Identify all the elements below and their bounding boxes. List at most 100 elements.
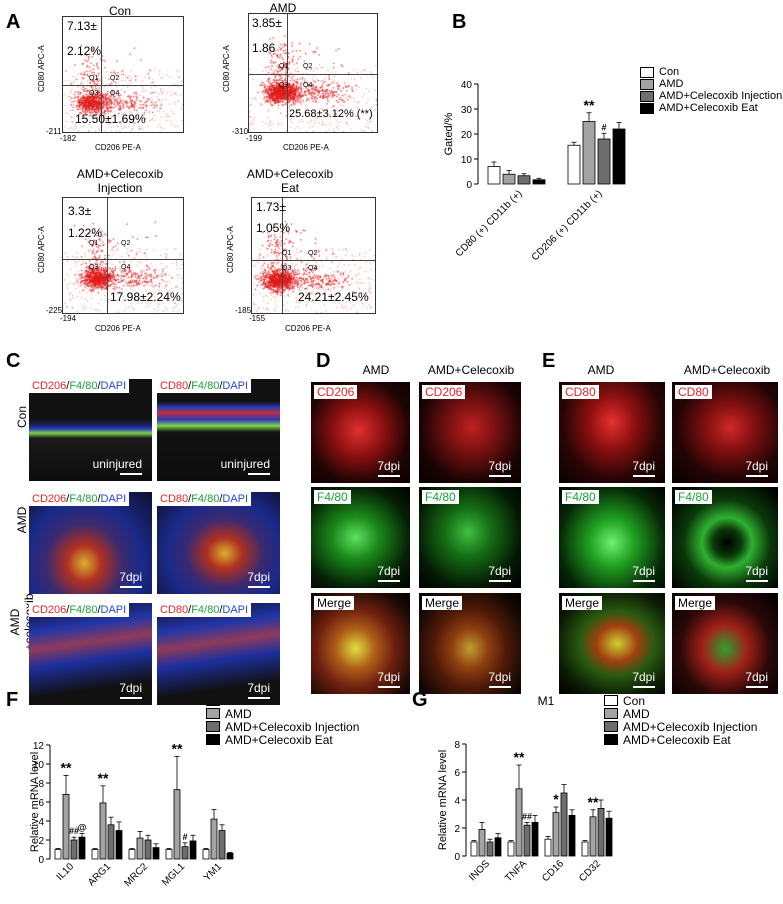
scale-bar xyxy=(633,475,655,477)
x-tick-label: CD206 (+) CD11b (+) xyxy=(530,188,605,263)
y-tick-label: 20 xyxy=(461,130,473,141)
scale-bar xyxy=(489,475,511,477)
flow-plot-con: 7.13± 2.12% Q1 Q2 Q3 Q4 15.50±1.69% xyxy=(62,16,184,133)
y-tick-label: 10 xyxy=(33,760,45,771)
x-tick-label: INOS xyxy=(467,858,492,883)
legend-swatch xyxy=(604,721,618,732)
x-tick-label: CD16 xyxy=(540,858,566,884)
y-tick-label: 8 xyxy=(454,740,460,751)
y-axis-label: Relative mRNA level xyxy=(30,752,41,852)
panel-label-f: F xyxy=(6,689,19,711)
q3-name: Q3 xyxy=(282,265,292,272)
scale-bar xyxy=(378,475,400,477)
legend-label: AMD+Celecoxib Injection xyxy=(225,719,360,734)
col-title-amd-celecoxib: AMD+Celecoxib xyxy=(683,363,771,377)
stain-part: F4/80 xyxy=(191,604,220,616)
y-tick-label: 2 xyxy=(38,836,44,847)
flow-title-line1: AMD+Celecoxib xyxy=(246,167,334,181)
legend-label: AMD+Celecoxib Eat xyxy=(623,732,731,747)
q2-name: Q2 xyxy=(121,240,131,247)
channel-label: CD206 xyxy=(422,385,466,399)
q2-name: Q2 xyxy=(308,250,318,257)
bar-4-0 xyxy=(202,849,210,860)
panel-label-e: E xyxy=(542,350,556,372)
micrograph-celecoxib-row-1: F4/80 7dpi xyxy=(672,487,778,588)
x-axis-label: CD206 PE-A xyxy=(95,143,141,152)
channel-label: F4/80 xyxy=(675,490,712,504)
legend-item-con: Con xyxy=(640,66,782,78)
legend-swatch xyxy=(640,78,654,90)
q2-name: Q2 xyxy=(303,63,313,70)
legend-swatch xyxy=(604,734,618,745)
bar-3-0 xyxy=(581,841,589,857)
stain-label: CD80/F4/80/DAPI xyxy=(157,492,252,506)
q1-name: Q1 xyxy=(282,250,292,257)
stain-part: F4/80 xyxy=(191,493,220,505)
bar-2-1 xyxy=(136,837,144,860)
row-label-amd: AMD xyxy=(15,506,29,534)
channel-label: CD80 xyxy=(675,385,712,399)
col-title-amd-celecoxib: AMD+Celecoxib xyxy=(427,363,515,377)
channel-label: CD206 xyxy=(314,385,358,399)
q4-value: 15.50±1.69% xyxy=(75,112,146,126)
bar-2-1 xyxy=(552,812,560,857)
y-axis-label: CD80 APC-A xyxy=(226,226,235,273)
y-tick-label: 0 xyxy=(454,852,460,863)
timepoint-label: 7dpi xyxy=(119,570,142,584)
x-tick-label: CD32 xyxy=(577,858,603,884)
timepoint-label: 7dpi xyxy=(632,459,655,473)
scale-bar xyxy=(378,580,400,582)
y-tick-label: 0 xyxy=(38,855,44,866)
bar-0-0 xyxy=(487,166,501,185)
gate-horizontal xyxy=(252,260,375,261)
gate-vertical xyxy=(282,198,283,313)
bar-1-0 xyxy=(567,144,581,185)
y-tick-label: 40 xyxy=(461,80,473,91)
scale-bar xyxy=(248,473,270,475)
bar-2-0 xyxy=(128,849,136,860)
scatter-dots xyxy=(249,14,377,132)
q4-value: 25.68±3.12% (**) xyxy=(289,108,373,120)
col-title-amd: AMD xyxy=(587,363,615,377)
y-tick-label: 10 xyxy=(461,155,473,166)
q1-value: 3.85± xyxy=(252,16,282,30)
legend-item-con: Con xyxy=(604,694,757,708)
significance-mark: ** xyxy=(172,740,183,756)
legend-label: AMD xyxy=(659,77,684,90)
stain-label: CD80/F4/80/DAPI xyxy=(157,603,252,617)
y-axis-label: CD80 APC-A xyxy=(37,45,46,92)
stain-part: DAPI xyxy=(222,493,249,505)
bar-1-2 xyxy=(597,138,611,185)
scale-bar xyxy=(746,475,768,477)
stain-part: / xyxy=(97,493,101,505)
x-tick-label: CD80 (+) CD11b (+) xyxy=(454,188,525,259)
timepoint-label: 7dpi xyxy=(119,681,142,695)
panel-label-b: B xyxy=(452,11,467,33)
significance-mark: ** xyxy=(98,770,109,786)
q3-name: Q3 xyxy=(279,82,289,89)
y-min-tick: -185 xyxy=(235,306,252,315)
micrograph-amd-row-1: F4/80 7dpi xyxy=(559,487,665,588)
stain-part: / xyxy=(188,380,192,392)
stain-part: / xyxy=(219,380,223,392)
scale-bar xyxy=(746,580,768,582)
bar-4-2 xyxy=(218,830,226,860)
x-min-tick: -182 xyxy=(60,134,77,143)
flow-plot-amd: 3.85± 1.86 Q1 Q2 Q3 Q4 25.68±3.12% (**) xyxy=(248,13,378,133)
y-min-tick: -310 xyxy=(232,127,249,136)
timepoint-label: 7dpi xyxy=(488,564,511,578)
chart-title: M1 xyxy=(538,694,555,708)
q1-value-sd: 1.86 xyxy=(252,41,276,55)
timepoint-label: 7dpi xyxy=(745,459,768,473)
bar-0-2 xyxy=(70,839,78,860)
q3-name: Q3 xyxy=(89,90,99,97)
micrograph-celecoxib-row-0: CD80 7dpi xyxy=(672,382,778,483)
legend-item-eat: AMD+Celecoxib Eat xyxy=(206,733,359,747)
micrograph-cd80-row-1: CD80/F4/80/DAPI 7dpi xyxy=(157,492,280,594)
x-axis-label: CD206 PE-A xyxy=(283,143,329,152)
x-tick-label: TNFA xyxy=(503,858,529,884)
timepoint-label: 7dpi xyxy=(488,670,511,684)
stain-part: F4/80 xyxy=(69,493,98,505)
micrograph-amd-row-0: CD80 7dpi xyxy=(559,382,665,483)
legend-swatch xyxy=(604,695,618,706)
